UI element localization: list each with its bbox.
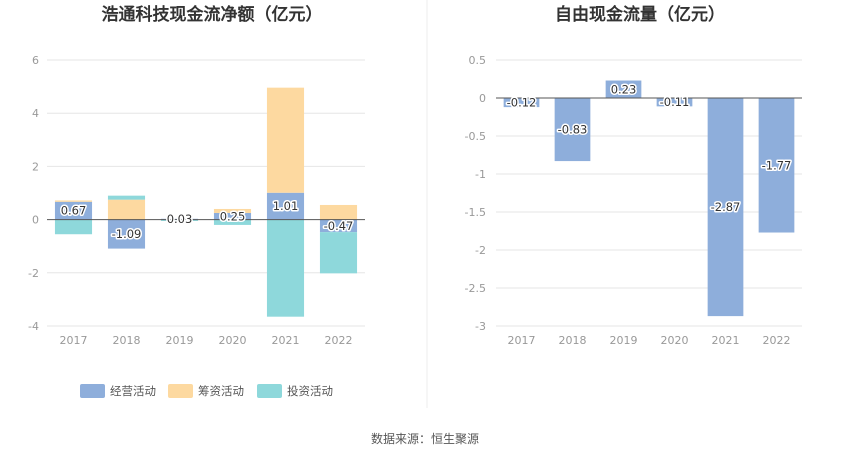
left-value-label: 0.25 xyxy=(220,209,246,223)
right-x-tick-label: 2018 xyxy=(559,334,587,347)
left-y-tick-label: 4 xyxy=(32,107,39,120)
right-x-tick-label: 2020 xyxy=(661,334,689,347)
left-value-label: -1.09 xyxy=(112,227,142,241)
right-y-tick-label: -2 xyxy=(475,244,486,257)
left-value-label: -0.47 xyxy=(324,219,354,233)
left-y-tick-label: 2 xyxy=(32,160,39,173)
left-bar-investing xyxy=(160,219,199,221)
left-x-tick-label: 2019 xyxy=(166,334,194,347)
left-bar-operating xyxy=(266,192,305,220)
left-value-label: 0.67 xyxy=(61,204,87,218)
left-x-tick-label: 2018 xyxy=(113,334,141,347)
legend-swatch xyxy=(168,384,193,398)
right-bar xyxy=(554,98,591,162)
right-y-tick-label: 0.5 xyxy=(469,54,487,67)
left-x-tick-label: 2021 xyxy=(272,334,300,347)
left-y-tick-label: -4 xyxy=(28,320,39,333)
right-value-label: -0.11 xyxy=(660,95,690,109)
right-y-tick-label: -1.5 xyxy=(465,206,486,219)
right-value-label: -0.12 xyxy=(507,96,537,110)
right-bar xyxy=(503,98,540,108)
legend-label: 投资活动 xyxy=(287,384,333,398)
right-value-label: -2.87 xyxy=(711,200,741,214)
left-chart: 浩通科技现金流净额（亿元） 6 4 2 0 -2 -4 0.67 -1.09 0.03 0.25… xyxy=(28,4,365,347)
left-bar-financing xyxy=(266,87,305,193)
right-bar xyxy=(758,98,795,233)
left-y-tick-label: 0 xyxy=(32,214,39,227)
left-chart-legend: 经营活动 筹资活动 投资活动 xyxy=(80,384,333,398)
left-value-label: 0.03 xyxy=(167,212,193,226)
left-y-tick-label: 6 xyxy=(32,54,39,67)
right-x-tick-label: 2017 xyxy=(508,334,536,347)
left-bar-operating xyxy=(319,219,358,233)
legend-swatch xyxy=(80,384,105,398)
right-y-tick-label: -3 xyxy=(475,320,486,333)
right-value-label: 0.23 xyxy=(611,82,637,96)
left-bar-investing xyxy=(319,232,358,274)
left-x-tick-label: 2017 xyxy=(60,334,88,347)
left-bar-investing xyxy=(266,219,305,317)
left-y-tick-label: -2 xyxy=(28,267,39,280)
left-chart-title: 浩通科技现金流净额（亿元） xyxy=(102,4,323,25)
right-bar xyxy=(605,80,642,98)
right-x-tick-label: 2021 xyxy=(712,334,740,347)
left-bar-investing xyxy=(213,219,252,225)
right-chart: 自由现金流量（亿元） 0.5 0 -0.5 -1 -1.5 -2 -2.5 -3 -0.12 -… xyxy=(465,4,802,347)
right-chart-title: 自由现金流量（亿元） xyxy=(555,4,725,25)
right-x-tick-label: 2019 xyxy=(610,334,638,347)
left-bar-operating xyxy=(107,219,146,249)
left-value-label: 1.01 xyxy=(273,199,299,213)
right-y-tick-label: -0.5 xyxy=(465,130,486,143)
right-y-tick-label: -1 xyxy=(475,168,486,181)
left-bar-financing xyxy=(107,199,146,220)
legend-label: 经营活动 xyxy=(110,384,156,398)
left-bar-financing xyxy=(319,204,358,220)
legend-swatch xyxy=(257,384,282,398)
right-y-tick-label: -2.5 xyxy=(465,282,486,295)
right-x-tick-label: 2022 xyxy=(763,334,791,347)
right-y-tick-label: 0 xyxy=(479,92,486,105)
left-x-tick-label: 2020 xyxy=(219,334,247,347)
right-value-label: -1.77 xyxy=(762,158,792,172)
left-bar-investing xyxy=(54,219,93,235)
right-bar xyxy=(656,98,693,107)
left-bar-financing xyxy=(54,200,93,202)
right-value-label: -0.83 xyxy=(558,123,588,137)
left-bar-investing xyxy=(107,195,146,200)
right-bar xyxy=(707,98,744,317)
left-bar-operating xyxy=(54,201,93,220)
left-bar-financing xyxy=(213,208,252,213)
left-bar-operating xyxy=(213,212,252,220)
left-x-tick-label: 2022 xyxy=(325,334,353,347)
source-note: 数据来源：恒生聚源 xyxy=(371,431,479,446)
legend-label: 筹资活动 xyxy=(198,384,244,398)
